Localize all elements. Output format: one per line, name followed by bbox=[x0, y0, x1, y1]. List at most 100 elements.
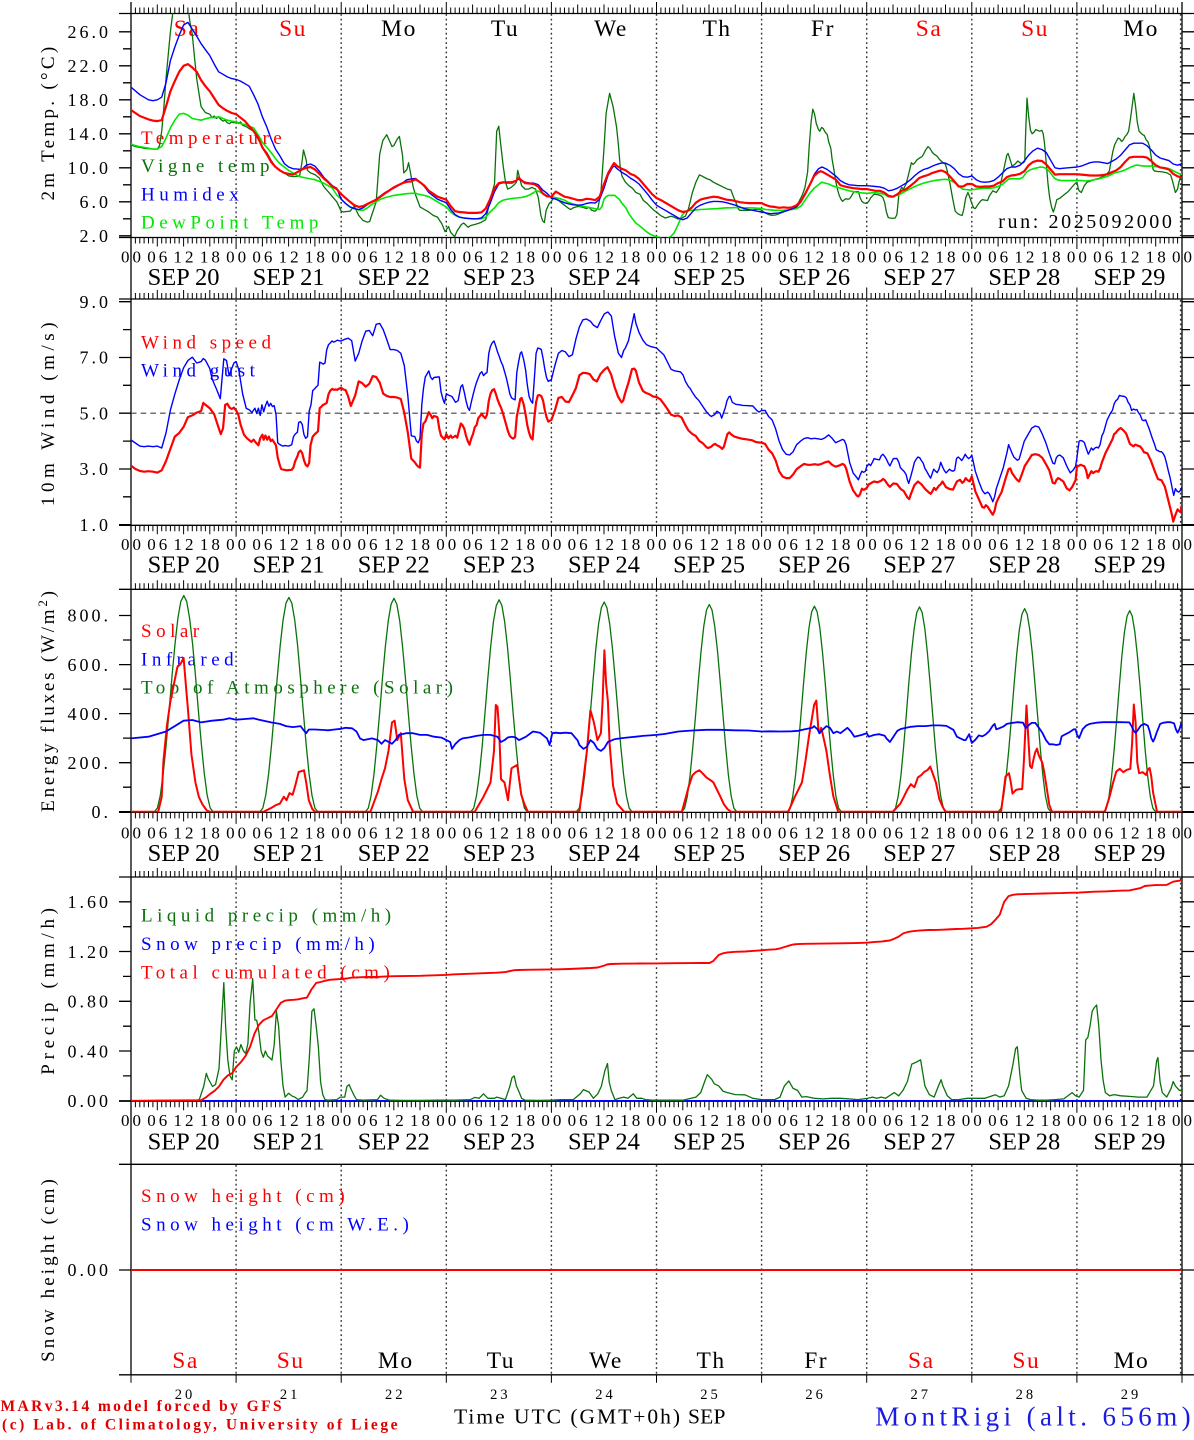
svg-text:06: 06 bbox=[568, 1111, 591, 1130]
svg-text:18: 18 bbox=[1041, 248, 1064, 267]
svg-text:18: 18 bbox=[936, 1111, 959, 1130]
svg-text:00: 00 bbox=[331, 535, 354, 554]
svg-text:06: 06 bbox=[147, 824, 170, 843]
svg-text:06: 06 bbox=[252, 535, 275, 554]
svg-text:12: 12 bbox=[279, 1111, 302, 1130]
svg-text:600.: 600. bbox=[68, 655, 112, 675]
svg-text:06: 06 bbox=[463, 535, 486, 554]
svg-text:SEP 22: SEP 22 bbox=[358, 552, 430, 579]
svg-text:06: 06 bbox=[883, 1111, 906, 1130]
svg-text:12: 12 bbox=[804, 1111, 827, 1130]
svg-text:12: 12 bbox=[1014, 535, 1037, 554]
svg-text:We: We bbox=[594, 16, 628, 42]
svg-text:We: We bbox=[589, 1348, 623, 1374]
svg-text:12: 12 bbox=[1014, 1111, 1037, 1130]
svg-text:12: 12 bbox=[279, 535, 302, 554]
svg-text:SEP 24: SEP 24 bbox=[568, 840, 640, 867]
svg-text:06: 06 bbox=[778, 248, 801, 267]
svg-text:Snow height (cm W.E.): Snow height (cm W.E.) bbox=[141, 1215, 413, 1236]
svg-text:12: 12 bbox=[804, 535, 827, 554]
svg-text:06: 06 bbox=[673, 248, 696, 267]
svg-text:00: 00 bbox=[857, 1111, 880, 1130]
svg-text:12: 12 bbox=[804, 248, 827, 267]
svg-text:SEP 22: SEP 22 bbox=[358, 264, 430, 291]
svg-text:18: 18 bbox=[620, 824, 643, 843]
svg-text:06: 06 bbox=[463, 248, 486, 267]
svg-text:18: 18 bbox=[1146, 248, 1169, 267]
svg-text:Temperature: Temperature bbox=[141, 128, 286, 149]
svg-text:00: 00 bbox=[226, 248, 249, 267]
svg-text:06: 06 bbox=[147, 1111, 170, 1130]
svg-text:SEP 26: SEP 26 bbox=[778, 264, 850, 291]
svg-text:12: 12 bbox=[384, 535, 407, 554]
svg-text:18: 18 bbox=[725, 1111, 748, 1130]
svg-text:00: 00 bbox=[541, 248, 564, 267]
svg-text:12: 12 bbox=[384, 824, 407, 843]
svg-text:2m Temp. (°C): 2m Temp. (°C) bbox=[38, 43, 59, 200]
svg-text:SEP 29: SEP 29 bbox=[1093, 840, 1165, 867]
svg-text:2.0: 2.0 bbox=[80, 226, 112, 246]
svg-text:28: 28 bbox=[1016, 1387, 1037, 1403]
svg-text:SEP 25: SEP 25 bbox=[673, 840, 745, 867]
svg-text:Precip (mm/h): Precip (mm/h) bbox=[38, 903, 59, 1074]
svg-text:SEP 21: SEP 21 bbox=[253, 840, 325, 867]
svg-text:12: 12 bbox=[909, 1111, 932, 1130]
svg-text:00: 00 bbox=[436, 248, 459, 267]
svg-text:06: 06 bbox=[988, 535, 1011, 554]
svg-text:18: 18 bbox=[410, 824, 433, 843]
svg-text:00: 00 bbox=[647, 824, 670, 843]
svg-text:06: 06 bbox=[147, 535, 170, 554]
svg-text:18: 18 bbox=[200, 824, 223, 843]
svg-text:12: 12 bbox=[699, 824, 722, 843]
svg-text:18: 18 bbox=[725, 248, 748, 267]
svg-text:00: 00 bbox=[857, 824, 880, 843]
svg-text:12: 12 bbox=[1014, 248, 1037, 267]
svg-text:00: 00 bbox=[436, 535, 459, 554]
svg-text:SEP 25: SEP 25 bbox=[673, 1129, 745, 1156]
svg-text:00: 00 bbox=[541, 535, 564, 554]
svg-text:18: 18 bbox=[305, 824, 328, 843]
svg-text:18.0: 18.0 bbox=[68, 90, 112, 110]
svg-text:06: 06 bbox=[778, 824, 801, 843]
svg-text:06: 06 bbox=[778, 1111, 801, 1130]
svg-text:3.0: 3.0 bbox=[80, 459, 112, 479]
svg-text:SEP: SEP bbox=[688, 1405, 726, 1429]
svg-text:12: 12 bbox=[699, 535, 722, 554]
svg-text:14.0: 14.0 bbox=[68, 124, 112, 144]
svg-text:20: 20 bbox=[175, 1387, 196, 1403]
svg-text:Total cumulated (cm): Total cumulated (cm) bbox=[141, 963, 394, 984]
svg-text:SEP 27: SEP 27 bbox=[883, 552, 955, 579]
svg-text:00: 00 bbox=[962, 824, 985, 843]
svg-text:12: 12 bbox=[594, 248, 617, 267]
svg-text:06: 06 bbox=[357, 824, 380, 843]
svg-text:0.: 0. bbox=[92, 802, 112, 822]
svg-text:SEP 24: SEP 24 bbox=[568, 1129, 640, 1156]
svg-text:18: 18 bbox=[1146, 1111, 1169, 1130]
svg-text:06: 06 bbox=[673, 535, 696, 554]
svg-text:12: 12 bbox=[594, 535, 617, 554]
svg-text:Humidex: Humidex bbox=[141, 184, 243, 205]
svg-text:SEP 29: SEP 29 bbox=[1093, 1129, 1165, 1156]
svg-text:12: 12 bbox=[909, 824, 932, 843]
svg-text:18: 18 bbox=[830, 535, 853, 554]
svg-text:Tu: Tu bbox=[491, 16, 519, 42]
svg-text:SEP 23: SEP 23 bbox=[463, 1129, 535, 1156]
svg-text:Solar: Solar bbox=[141, 621, 204, 642]
svg-text:00: 00 bbox=[857, 248, 880, 267]
svg-text:Th: Th bbox=[702, 16, 731, 42]
svg-text:18: 18 bbox=[1041, 535, 1064, 554]
svg-text:SEP 24: SEP 24 bbox=[568, 264, 640, 291]
svg-text:23: 23 bbox=[490, 1387, 511, 1403]
svg-text:SEP 20: SEP 20 bbox=[148, 1129, 220, 1156]
svg-text:Snow precip (mm/h): Snow precip (mm/h) bbox=[141, 934, 379, 955]
svg-text:06: 06 bbox=[673, 824, 696, 843]
svg-text:400.: 400. bbox=[68, 704, 112, 724]
svg-text:12: 12 bbox=[174, 535, 197, 554]
svg-text:SEP 21: SEP 21 bbox=[253, 264, 325, 291]
svg-text:25: 25 bbox=[700, 1387, 721, 1403]
svg-text:Fr: Fr bbox=[804, 1348, 828, 1374]
svg-text:00: 00 bbox=[121, 248, 144, 267]
svg-text:(c) Lab. of Climatology, Unive: (c) Lab. of Climatology, University of L… bbox=[2, 1417, 400, 1434]
svg-text:6.0: 6.0 bbox=[80, 192, 112, 212]
svg-text:SEP 26: SEP 26 bbox=[778, 840, 850, 867]
